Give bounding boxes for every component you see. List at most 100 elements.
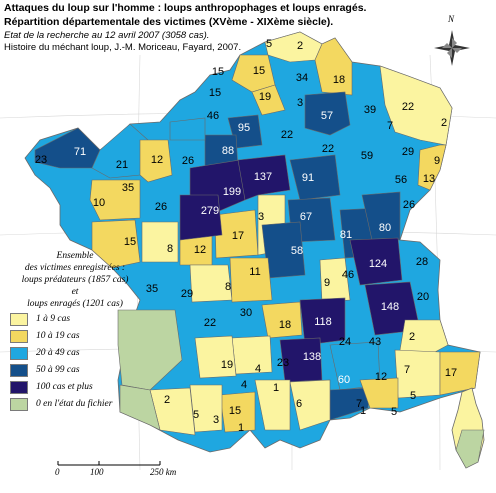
- subtitle-date: Etat de la recherche au 12 avril 2007 (3…: [4, 30, 210, 41]
- legend-item: 10 à 19 cas: [10, 328, 140, 344]
- legend-swatch: [10, 397, 28, 411]
- department-value: 12: [375, 371, 387, 383]
- legend-item: 50 à 99 cas: [10, 362, 140, 378]
- department-value: 9: [324, 277, 330, 289]
- department-value: 34: [296, 72, 308, 84]
- department-value: 17: [232, 230, 244, 242]
- source-citation: Histoire du méchant loup, J.-M. Moriceau…: [4, 42, 242, 53]
- legend-item: 100 cas et plus: [10, 379, 140, 395]
- department-value: 9: [434, 155, 440, 167]
- compass-north-label: N: [448, 14, 455, 24]
- department-value: 1: [273, 382, 279, 394]
- legend-swatch: [10, 329, 28, 343]
- department-value: 18: [333, 74, 345, 86]
- department-value: 148: [381, 301, 399, 313]
- department-value: 24: [339, 336, 351, 348]
- department-value: 4: [255, 363, 261, 375]
- department-value: 17: [445, 367, 457, 379]
- department-value: 22: [322, 143, 334, 155]
- department-value: 39: [364, 104, 376, 116]
- legend-title-4: et: [71, 287, 79, 297]
- legend-title-5: loups enragés (1201 cas): [27, 299, 123, 309]
- department-value: 7: [356, 398, 362, 410]
- legend-title-1: Ensemble: [56, 251, 94, 261]
- department-value: 118: [314, 316, 332, 328]
- department-value: 26: [403, 199, 415, 211]
- department-value: 15: [124, 236, 136, 248]
- department-value: 2: [409, 331, 415, 343]
- department-value: 29: [402, 146, 414, 158]
- department-value: 35: [146, 283, 158, 295]
- legend-label: 1 à 9 cas: [36, 314, 71, 324]
- legend: Ensemble des victimes enregistrées : lou…: [10, 250, 140, 412]
- department-value: 15: [212, 66, 224, 78]
- department-value: 7: [387, 120, 393, 132]
- department-value: 2: [297, 40, 303, 52]
- legend-title-2: des victimes enregistrées :: [24, 263, 126, 273]
- department-value: 15: [209, 87, 221, 99]
- title-line-1: Attaques du loup sur l'homme : loups ant…: [4, 2, 367, 14]
- legend-label: 0 en l'état du fichier: [36, 399, 113, 409]
- department-value: 57: [321, 110, 333, 122]
- department-value: 124: [369, 258, 387, 270]
- department-value: 5: [266, 38, 272, 50]
- compass-rose-icon: [434, 30, 470, 66]
- department-value: 19: [259, 91, 271, 103]
- department-value: 13: [423, 173, 435, 185]
- department-value: 30: [240, 307, 252, 319]
- legend-item: 0 en l'état du fichier: [10, 396, 140, 412]
- department-value: 46: [207, 110, 219, 122]
- legend-label: 50 à 99 cas: [36, 365, 80, 375]
- department-value: 80: [379, 222, 391, 234]
- department-value: 23: [277, 357, 289, 369]
- department-value: 71: [74, 146, 86, 158]
- department-value: 88: [222, 145, 234, 157]
- legend-swatch: [10, 380, 28, 394]
- department-value: 19: [221, 359, 233, 371]
- legend-label: 100 cas et plus: [36, 382, 93, 392]
- department-value: 5: [391, 406, 397, 418]
- department-value: 60: [338, 374, 350, 386]
- department-value: 199: [223, 186, 241, 198]
- department-value: 2: [164, 394, 170, 406]
- department-value: 22: [204, 317, 216, 329]
- department-value: 95: [238, 122, 250, 134]
- department-value: 279: [201, 205, 219, 217]
- department-value: 18: [279, 319, 291, 331]
- department-value: 1: [238, 422, 244, 434]
- corsica-south: [455, 429, 485, 469]
- department-value: 81: [340, 229, 352, 241]
- department-value: 12: [151, 154, 163, 166]
- department-value: 43: [369, 336, 381, 348]
- department-value: 137: [254, 171, 272, 183]
- department-value: 8: [225, 281, 231, 293]
- scale-label-0: 0: [55, 467, 60, 477]
- legend-label: 10 à 19 cas: [36, 331, 80, 341]
- department-value: 26: [155, 201, 167, 213]
- legend-item: 1 à 9 cas: [10, 311, 140, 327]
- department-value: 11: [249, 266, 260, 278]
- department-value: 20: [417, 291, 429, 303]
- department-value: 8: [167, 243, 173, 255]
- department-value: 56: [395, 174, 407, 186]
- department-value: 4: [241, 379, 247, 391]
- legend-swatch: [10, 363, 28, 377]
- department-value: 35: [122, 182, 134, 194]
- region-fills: [34, 31, 481, 436]
- department-value: 2: [441, 117, 447, 129]
- department-value: 5: [410, 390, 416, 402]
- department-value: 15: [253, 65, 265, 77]
- department-value: 6: [296, 398, 302, 410]
- department-value: 29: [181, 288, 193, 300]
- department-value: 23: [35, 154, 47, 166]
- department-value: 21: [116, 159, 128, 171]
- department-value: 58: [291, 245, 303, 257]
- legend-item: 20 à 49 cas: [10, 345, 140, 361]
- scale-bar: [57, 461, 161, 466]
- title-line-2: Répartition départementale des victimes …: [4, 16, 334, 28]
- legend-swatch: [10, 312, 28, 326]
- department-value: 15: [229, 405, 241, 417]
- department-value: 3: [297, 97, 303, 109]
